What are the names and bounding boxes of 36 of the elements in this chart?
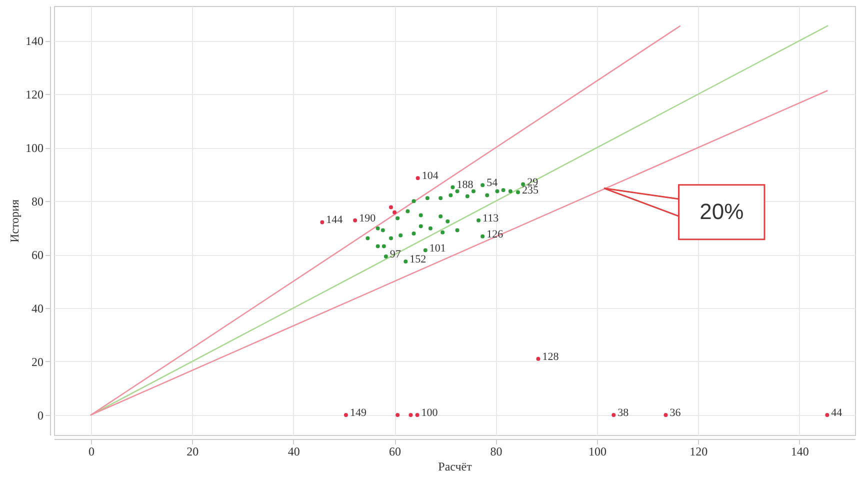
y-tick-label: 20 [32, 354, 44, 369]
x-axis-title: Расчёт [438, 460, 473, 474]
x-tick-label: 20 [186, 444, 199, 458]
y-tick-label: 100 [26, 141, 44, 156]
annotation: 128 [542, 350, 560, 363]
annotation: 190 [359, 212, 376, 224]
x-tick-label: 100 [588, 444, 606, 458]
annotation: 101 [429, 242, 446, 254]
annotation: 235 [522, 184, 540, 196]
annotation: 126 [486, 228, 504, 240]
x-tick-label: 80 [490, 444, 502, 458]
annotation: 38 [618, 406, 630, 419]
y-axis-title: История [8, 199, 22, 243]
annotation: 149 [350, 406, 367, 419]
y-tick-label: 140 [26, 34, 44, 48]
x-tick-label: 0 [88, 444, 94, 458]
x-tick-label: 60 [389, 444, 402, 458]
annotation: 20% [700, 199, 744, 224]
annotation: 113 [482, 212, 500, 224]
y-tick-label: 40 [32, 302, 44, 316]
annotation: 188 [456, 179, 474, 192]
y-tick-label: 120 [26, 88, 44, 102]
annotation: 97 [390, 248, 402, 260]
y-tick-label: 60 [32, 248, 44, 262]
annotation: 144 [326, 214, 344, 226]
annotation: 152 [410, 254, 426, 266]
x-tick-label: 120 [690, 444, 708, 458]
annotation: 104 [422, 170, 439, 182]
x-tick-label: 40 [288, 444, 300, 458]
annotation: 54 [486, 177, 498, 190]
y-tick-label: 80 [32, 194, 44, 209]
annotation: 100 [421, 406, 438, 419]
annotation: 36 [670, 406, 682, 419]
annotation: 44 [831, 406, 843, 419]
y-tick-label: 0 [38, 408, 44, 422]
x-tick-label: 140 [790, 444, 809, 458]
